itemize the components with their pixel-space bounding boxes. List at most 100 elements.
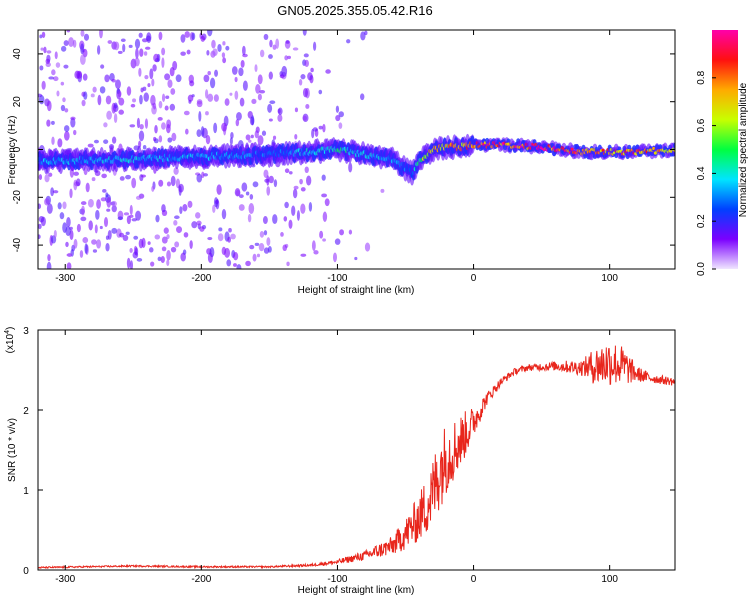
spectrum-noise-blob: [179, 206, 183, 215]
spectrum-noise-blob: [259, 49, 265, 58]
spectrum-noise-blob: [64, 108, 69, 113]
spectrum-noise-blob: [196, 129, 202, 138]
spectrum-noise-blob: [258, 243, 265, 252]
spectrum-noise-blob: [322, 211, 328, 222]
spectrum-noise-blob: [269, 100, 276, 105]
spectrum-noise-blob: [76, 223, 81, 233]
spectrum-noise-blob: [312, 41, 317, 51]
spectrum-noise-blob: [225, 45, 230, 51]
spectrum-noise-blob: [205, 134, 211, 145]
spectrum-noise-blob: [214, 200, 219, 204]
spectrum-noise-blob: [191, 221, 198, 229]
spectrum-noise-blob: [251, 98, 257, 105]
spectrum-noise-blob: [139, 94, 143, 105]
spectrum-noise-blob: [346, 39, 351, 44]
spectrum-noise-blob: [163, 227, 169, 234]
spectrum-noise-blob: [242, 80, 248, 91]
spectrum-noise-blob: [216, 184, 222, 195]
spectrum-noise-blob: [189, 240, 193, 249]
spectrum-noise-blob: [117, 50, 123, 54]
spectrum-noise-blob: [161, 47, 166, 56]
spectrum-noise-blob: [161, 204, 166, 213]
spectrum-noise-blob: [221, 246, 227, 256]
spectrum-noise-blob: [91, 177, 96, 182]
spectrum-noise-blob: [254, 130, 259, 139]
spectrum-noise-blob: [80, 201, 87, 206]
spectrum-noise-blob: [47, 254, 51, 262]
spectrum-noise-blob: [322, 123, 326, 133]
spectrum-noise-blob: [263, 230, 268, 236]
spectrum-noise-blob: [180, 252, 186, 262]
spectrum-noise-blob: [147, 241, 151, 245]
spectrum-noise-blob: [60, 81, 65, 86]
colorbar-tick-label: 0.4: [696, 166, 707, 180]
spectrum-noise-blob: [93, 139, 99, 144]
spectrum-noise-blob: [226, 259, 232, 267]
colorbar-tick-label: 0.8: [696, 70, 707, 84]
spectrum-noise-blob: [255, 84, 261, 94]
spectrum-noise-blob: [335, 114, 341, 122]
spectrum-noise-blob: [282, 244, 288, 252]
spectrum-noise-blob: [131, 218, 138, 222]
spectrum-noise-blob: [184, 31, 190, 38]
spectrum-noise-blob: [283, 216, 288, 222]
x-tick-label: 0: [471, 574, 477, 585]
spectrum-noise-blob: [311, 240, 316, 251]
spectrum-noise-blob: [152, 64, 157, 72]
spectrum-noise-blob: [259, 89, 266, 94]
spectrum-noise-blob: [100, 64, 105, 69]
spectrum-noise-blob: [115, 79, 121, 90]
spectrum-noise-blob: [227, 236, 231, 243]
spectrum-noise-blob: [62, 97, 66, 103]
spectrum-noise-blob: [245, 134, 251, 141]
spectrum-noise-blob: [239, 97, 245, 107]
spectrum-noise-blob: [200, 35, 206, 42]
spectrum-noise-blob: [46, 203, 53, 214]
spectrum-noise-blob: [126, 215, 131, 225]
spectrum-noise-blob: [142, 86, 147, 92]
spectrum-noise-blob: [90, 93, 95, 98]
spectrum-noise-blob: [335, 105, 340, 113]
spectrum-noise-blob: [46, 100, 52, 112]
spectrum-noise-blob: [50, 187, 55, 197]
spectrum-noise-blob: [180, 51, 186, 56]
spectrum-noise-blob: [132, 251, 139, 259]
spectrum-noise-blob: [310, 67, 314, 73]
y-tick-label: 1: [23, 486, 29, 497]
spectrum-noise-blob: [158, 135, 163, 143]
spectrum-noise-blob: [75, 178, 81, 187]
spectrum-noise-blob: [187, 94, 194, 102]
spectrum-noise-blob: [48, 172, 53, 177]
spectrum-noise-blob: [247, 213, 252, 223]
spectrum-noise-blob: [272, 135, 277, 140]
spectrum-noise-blob: [268, 71, 273, 80]
spectrum-noise-blob: [113, 113, 118, 124]
spectrum-noise-blob: [170, 175, 176, 187]
spectrum-noise-blob: [338, 122, 343, 129]
spectrum-noise-blob: [129, 248, 133, 253]
spectrum-noise-blob: [293, 185, 299, 190]
spectrum-noise-blob: [291, 205, 296, 217]
spectrum-noise-blob: [300, 187, 306, 192]
spectrum-noise-blob: [68, 37, 75, 47]
colorbar-tick-label: 0.0: [696, 262, 707, 276]
spectrum-noise-blob: [272, 214, 278, 225]
spectrum-noise-blob: [221, 122, 228, 132]
spectrum-noise-blob: [166, 119, 172, 129]
spectrum-noise-blob: [238, 194, 244, 199]
spectrum-noise-blob: [288, 219, 293, 229]
spectrum-noise-blob: [292, 47, 299, 51]
spectrum-noise-blob: [209, 77, 216, 89]
spectrum-noise-blob: [195, 212, 201, 219]
spectrum-noise-blob: [321, 193, 328, 198]
spectrum-noise-blob: [38, 234, 41, 240]
spectrum-noise-blob: [166, 181, 172, 187]
spectrogram-ylabel: Frequency (Hz): [7, 116, 18, 185]
spectrum-noise-blob: [263, 169, 269, 179]
x-tick-label: 100: [601, 273, 618, 284]
spectrum-noise-blob: [307, 72, 313, 81]
spectrum-noise-blob: [277, 107, 283, 116]
y-tick-label: 3: [23, 326, 29, 337]
spectrum-noise-blob: [74, 70, 80, 79]
spectrum-noise-blob: [153, 136, 157, 142]
